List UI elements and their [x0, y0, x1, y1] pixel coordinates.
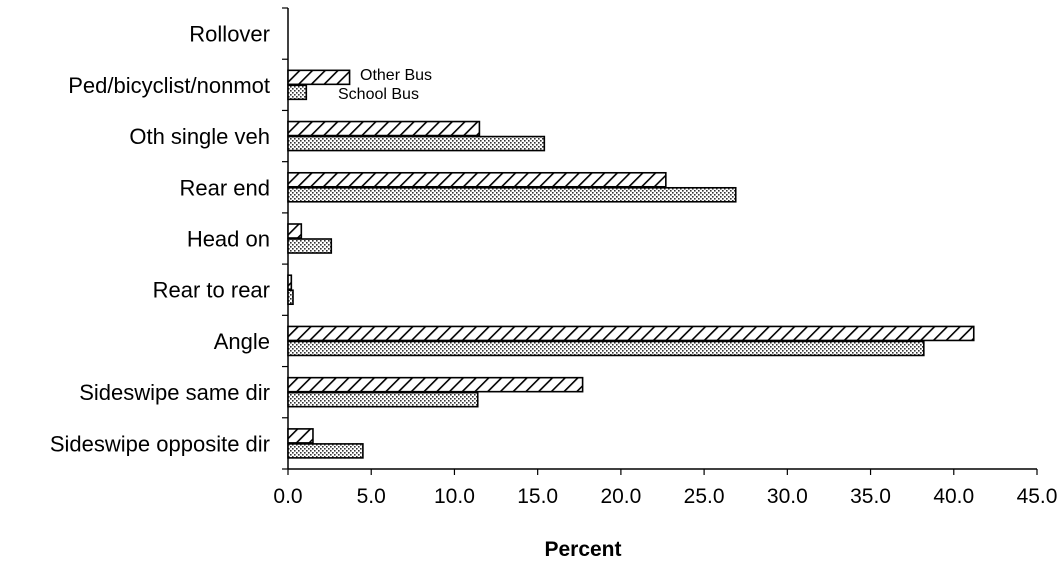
bar-other-bus — [287, 171, 667, 188]
bar-school-bus — [287, 186, 737, 203]
bar-school-bus — [287, 84, 308, 101]
category-label: Oth single veh — [129, 124, 270, 149]
bar-other-bus — [287, 428, 314, 444]
bar-other-bus — [287, 376, 584, 393]
x-tick-label: 40.0 — [933, 485, 974, 508]
category-label: Ped/bicyclist/nonmot — [68, 73, 270, 98]
bar-school-bus — [287, 135, 546, 152]
x-tick-label: 35.0 — [850, 485, 891, 508]
x-tick-label: 20.0 — [600, 485, 641, 508]
bar-other-bus — [287, 69, 351, 86]
category-label: Sideswipe opposite dir — [50, 431, 270, 456]
x-tick-label: 5.0 — [357, 485, 386, 508]
legend-label-other-bus: Other Bus — [360, 67, 432, 84]
bar-school-bus — [287, 340, 925, 357]
category-label: Sideswipe same dir — [79, 380, 270, 405]
bar-other-bus — [287, 325, 975, 342]
bar-school-bus — [287, 391, 479, 408]
category-label: Angle — [214, 329, 270, 354]
bar-other-bus — [287, 223, 303, 239]
bar-school-bus — [287, 238, 333, 254]
x-tick-label: 10.0 — [434, 485, 475, 508]
bar-school-bus — [287, 289, 294, 306]
bar-school-bus — [287, 443, 364, 459]
category-label: Rear to rear — [153, 278, 270, 303]
x-axis-label: Percent — [544, 538, 621, 561]
category-label: Rear end — [179, 175, 270, 200]
x-tick-label: 30.0 — [767, 485, 808, 508]
bars — [287, 69, 975, 459]
x-tick-label: 15.0 — [517, 485, 558, 508]
category-label: Head on — [187, 227, 270, 252]
bar-other-bus — [287, 274, 293, 291]
x-tick-label: 0.0 — [273, 485, 302, 508]
x-tick-label: 25.0 — [684, 485, 725, 508]
x-tick-label: 45.0 — [1017, 485, 1058, 508]
bar-other-bus — [287, 120, 481, 137]
category-label: Rollover — [189, 22, 270, 47]
legend-label-school-bus: School Bus — [338, 86, 419, 103]
labels: 0.0 5.0 10.0 15.0 20.0 25.0 30.0 35.0 40.0 45.0 Ro… — [50, 22, 1058, 508]
